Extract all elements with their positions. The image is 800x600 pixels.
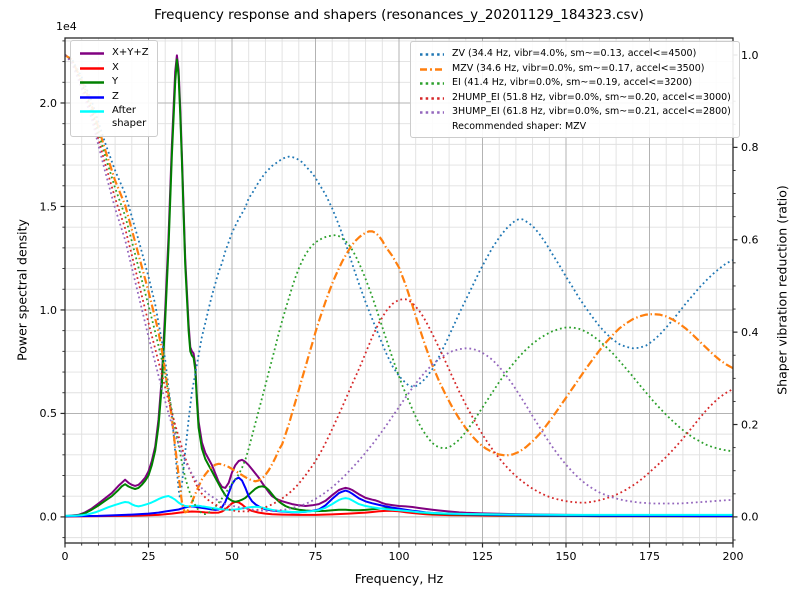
y-right-tick-label: 0.0 [741, 511, 759, 524]
legend-line-swatch [80, 52, 104, 55]
legend-item-3hump-ei: 3HUMP_EI (61.8 Hz, vibr=0.0%, sm~=0.21, … [419, 106, 731, 119]
x-tick-label: 175 [639, 550, 660, 563]
legend-line-swatch [80, 81, 104, 84]
y-right-tick-label: 0.8 [741, 141, 759, 154]
legend-item-x+y+z: X+Y+Z [79, 47, 149, 60]
series-3hump-ei [65, 54, 733, 512]
legend-line-swatch [420, 82, 444, 85]
y-axis-label-left: Power spectral density [14, 219, 30, 361]
legend-item-y: Y [79, 76, 149, 89]
legend-item-label: MZV (34.6 Hz, vibr=0.0%, sm~=0.17, accel… [452, 62, 705, 74]
legend-item-label: Z [112, 90, 119, 102]
y-right-tick-label: 0.2 [741, 418, 759, 431]
legend-item-label: X [112, 61, 119, 73]
y-right-tick-label: 0.4 [741, 326, 759, 339]
legend-line-swatch [420, 53, 444, 56]
legend-item-ei: EI (41.4 Hz, vibr=0.0%, sm~=0.19, accel<… [419, 77, 731, 90]
x-tick-label: 25 [142, 550, 156, 563]
legend-recommended-note: Recommended shaper: MZV [452, 120, 587, 132]
series-x-y-z [65, 54, 733, 518]
legend-line-swatch [420, 111, 444, 114]
legend-item-mzv: MZV (34.6 Hz, vibr=0.0%, sm~=0.17, accel… [419, 63, 731, 76]
series-2hump-ei [65, 54, 733, 513]
y-axis-label-right: Shaper vibration reduction (ratio) [774, 185, 790, 395]
legend-item-label: 3HUMP_EI (61.8 Hz, vibr=0.0%, sm~=0.21, … [452, 106, 731, 117]
legend-item-label: After shaper [112, 105, 147, 129]
y-left-tick-label: 1.0 [40, 304, 58, 317]
x-axis-label: Frequency, Hz [354, 571, 444, 586]
legend-item-label: ZV (34.4 Hz, vibr=4.0%, sm~=0.13, accel<… [452, 48, 697, 59]
legend-item-label: X+Y+Z [112, 47, 149, 58]
x-tick-label: 0 [62, 550, 69, 563]
legend-item-zv: ZV (34.4 Hz, vibr=4.0%, sm~=0.13, accel<… [419, 48, 731, 61]
legend-shapers: ZV (34.4 Hz, vibr=4.0%, sm~=0.13, accel<… [410, 41, 740, 138]
x-tick-label: 50 [225, 550, 239, 563]
y-left-tick-label: 2.0 [40, 97, 58, 110]
x-tick-label: 75 [309, 550, 323, 563]
legend-item-label: Y [112, 76, 119, 87]
series-mzv [65, 54, 733, 514]
y-right-tick-label: 1.0 [741, 49, 759, 62]
legend-item-x: X [79, 62, 149, 75]
series-after-shaper [65, 495, 733, 517]
x-tick-label: 200 [723, 550, 744, 563]
legend-item-z: Z [79, 91, 149, 104]
legend-item-label: EI (41.4 Hz, vibr=0.0%, sm~=0.19, accel<… [452, 77, 693, 88]
y-right-tick-label: 0.6 [741, 234, 759, 247]
legend-line-swatch [80, 110, 104, 113]
x-tick-label: 150 [556, 550, 577, 563]
y-left-tick-label: 0.0 [40, 511, 58, 524]
legend-line-swatch [420, 67, 444, 71]
legend-line-swatch [80, 66, 104, 70]
legend-psd: X+Y+Z X Y Z After shaper [70, 40, 158, 137]
legend-item-after: After shaper [79, 105, 149, 130]
legend-line-swatch [80, 95, 104, 99]
legend-item-2hump-ei: 2HUMP_EI (51.8 Hz, vibr=0.0%, sm~=0.20, … [419, 92, 731, 105]
legend-line-swatch [420, 96, 444, 100]
x-tick-label: 125 [472, 550, 493, 563]
chart-title: Frequency response and shapers (resonanc… [154, 7, 644, 23]
x-tick-label: 100 [389, 550, 410, 563]
legend-item-label: 2HUMP_EI (51.8 Hz, vibr=0.0%, sm~=0.20, … [452, 91, 731, 103]
y-left-tick-label: 0.5 [40, 407, 58, 420]
y-axis-offset-label: 1e4 [56, 20, 77, 33]
y-left-tick-label: 1.5 [40, 200, 58, 213]
